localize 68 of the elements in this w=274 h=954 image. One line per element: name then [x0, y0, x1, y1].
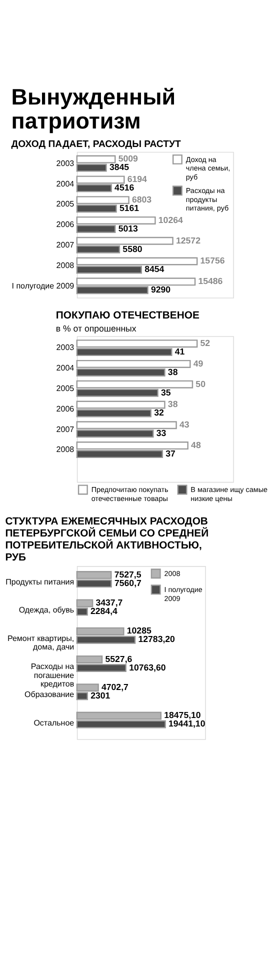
y-tick-label: Одежда, обувь [18, 606, 74, 615]
data-label: 2301 [90, 690, 110, 701]
data-label: 35 [161, 387, 171, 398]
data-label: 5580 [122, 244, 142, 254]
chart-title: ПОКУПАЮ ОТЕЧЕСТВЕНОЕ [56, 310, 200, 322]
data-label: 19441,10 [168, 718, 206, 729]
legend-label: I полугодие 2009 [164, 585, 202, 603]
y-tick-label: 2003 [56, 343, 75, 352]
legend-label: Доход на члена семьи, руб [186, 154, 230, 182]
data-label: 4702,7 [102, 682, 129, 692]
data-label: 3437,7 [96, 598, 123, 608]
chart-title: СТУКТУРА ЕЖЕМЕСЯЧНЫХ РАСХОДОВ ПЕТЕРБУРГСКОЙ СЕМЬИ СО СРЕДНЕЙ ПОТРЕБИТЕЛЬСКОЙ АКТИВНОСТЬЮ, РУБ [5, 516, 209, 564]
legend-label: В магазине ищу самые низкие цены [190, 485, 268, 503]
data-label: 43 [179, 420, 190, 430]
data-label: 5527,6 [105, 654, 132, 664]
y-tick-label: 2008 [56, 260, 75, 270]
data-label: 8454 [144, 264, 164, 274]
data-label: 37 [166, 448, 176, 458]
legend-label: Расходы на продукты питания, руб [186, 186, 229, 213]
data-label: 6194 [127, 174, 148, 184]
y-tick-label: I полугодие 2009 [12, 281, 75, 290]
data-label: 48 [191, 440, 201, 450]
data-label: 5013 [118, 223, 138, 234]
y-tick-label: 2006 [56, 404, 75, 414]
legend-label: 2008 [164, 569, 180, 578]
data-label: 7527,5 [114, 569, 142, 580]
chart-subtitle: ДОХОД ПАДАЕТ, РАСХОДЫ РАСТУТ [11, 139, 181, 150]
data-label: 52 [200, 338, 210, 348]
y-tick-label: 2004 [56, 364, 75, 373]
y-tick-label: 2005 [56, 384, 75, 394]
data-label: 9290 [150, 284, 171, 295]
data-label: 4516 [114, 182, 134, 193]
data-label: 10763,60 [129, 662, 166, 672]
y-tick-label: 2004 [56, 179, 75, 188]
data-label: 10264 [158, 214, 183, 225]
y-tick-label: 2005 [56, 200, 75, 209]
y-tick-label: Расходы на погашение кредитов [30, 662, 75, 689]
data-label: 6803 [132, 194, 152, 204]
data-label: 12783,20 [138, 634, 176, 644]
data-label: 2284,4 [90, 606, 118, 616]
data-label: 7560,7 [114, 578, 142, 588]
data-label: 38 [168, 366, 178, 377]
data-label: 10285 [126, 626, 152, 636]
data-label: 5009 [118, 154, 138, 164]
y-tick-label: 2007 [56, 240, 75, 250]
data-label: 49 [193, 358, 204, 368]
data-label: 38 [168, 399, 178, 410]
data-label: 50 [196, 378, 206, 389]
y-tick-label: 2007 [56, 424, 75, 434]
y-tick-label: 2006 [56, 220, 75, 230]
data-label: 3845 [109, 162, 130, 172]
data-label: 15756 [200, 256, 225, 266]
y-tick-label: Ремонт квартиры, дома, дачи [7, 634, 74, 652]
y-tick-label: Продукты питания [6, 578, 74, 587]
chart-title: Вынужденный патриотизм [11, 84, 176, 134]
data-label: 5161 [119, 202, 140, 213]
data-label: 32 [154, 408, 164, 418]
data-label: 18475,10 [164, 710, 201, 720]
data-label: 15486 [198, 276, 223, 286]
legend-label: Предпочитаю покупать отечественные товары [91, 485, 169, 503]
y-tick-label: 2008 [56, 445, 75, 454]
y-tick-label: Образование [24, 690, 75, 700]
chart-subtitle: в % от опрошенных [56, 323, 137, 334]
y-tick-label: 2003 [56, 158, 75, 168]
data-label: 33 [156, 428, 166, 438]
y-tick-label: Остальное [34, 718, 75, 728]
data-label: 41 [174, 346, 185, 356]
data-label: 12572 [176, 235, 201, 246]
